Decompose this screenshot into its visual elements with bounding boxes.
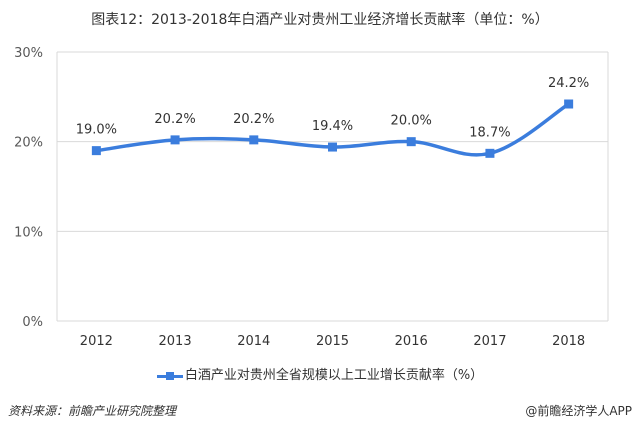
gridlines xyxy=(56,51,609,322)
series-markers xyxy=(91,99,574,158)
data-label: 20.2% xyxy=(154,112,195,127)
y-axis-ticks: 0% 10% 20% 30% xyxy=(14,46,43,330)
source-note: 资料来源：前瞻产业研究院整理 xyxy=(8,404,177,418)
data-point-marker xyxy=(328,142,337,152)
y-tick-label: 0% xyxy=(22,315,43,330)
data-label: 18.7% xyxy=(469,125,510,140)
data-point-marker xyxy=(91,146,101,156)
x-tick-label: 2013 xyxy=(159,334,192,349)
data-label: 20.2% xyxy=(233,112,274,127)
data-label: 19.4% xyxy=(312,119,353,134)
data-point-marker xyxy=(170,135,180,145)
y-tick-label: 10% xyxy=(14,225,43,240)
data-label: 19.0% xyxy=(76,123,117,138)
data-point-marker xyxy=(564,99,574,109)
legend: 白酒产业对贵州全省规模以上工业增长贡献率（%） xyxy=(0,364,640,383)
y-tick-label: 30% xyxy=(14,46,43,61)
x-tick-label: 2016 xyxy=(395,334,428,349)
data-point-marker xyxy=(406,137,416,147)
x-tick-label: 2018 xyxy=(552,334,585,349)
legend-label: 白酒产业对贵州全省规模以上工业增长贡献率（%） xyxy=(184,368,484,383)
data-label: 24.2% xyxy=(548,76,589,91)
data-point-marker xyxy=(485,148,495,158)
x-tick-label: 2015 xyxy=(316,334,349,349)
x-tick-label: 2017 xyxy=(473,334,506,349)
line-chart: 0% 10% 20% 30% 2012 2013 2014 2015 2016 2017 2018… xyxy=(14,46,609,349)
data-label: 20.0% xyxy=(391,114,432,129)
x-tick-label: 2012 xyxy=(80,334,113,349)
legend-line-icon xyxy=(156,371,183,381)
x-axis-ticks: 2012 2013 2014 2015 2016 2017 2018 xyxy=(80,334,585,349)
chart-title: 图表12：2013-2018年白酒产业对贵州工业经济增长贡献率（单位：%） xyxy=(91,12,549,28)
x-tick-label: 2014 xyxy=(237,334,270,349)
data-point-marker xyxy=(249,135,259,145)
data-labels: 19.0% 20.2% 20.2% 19.4% 20.0% 18.7% 24.2% xyxy=(76,76,590,140)
credit-note: @前瞻经济学人APP xyxy=(525,404,632,418)
y-tick-label: 20% xyxy=(14,136,43,151)
